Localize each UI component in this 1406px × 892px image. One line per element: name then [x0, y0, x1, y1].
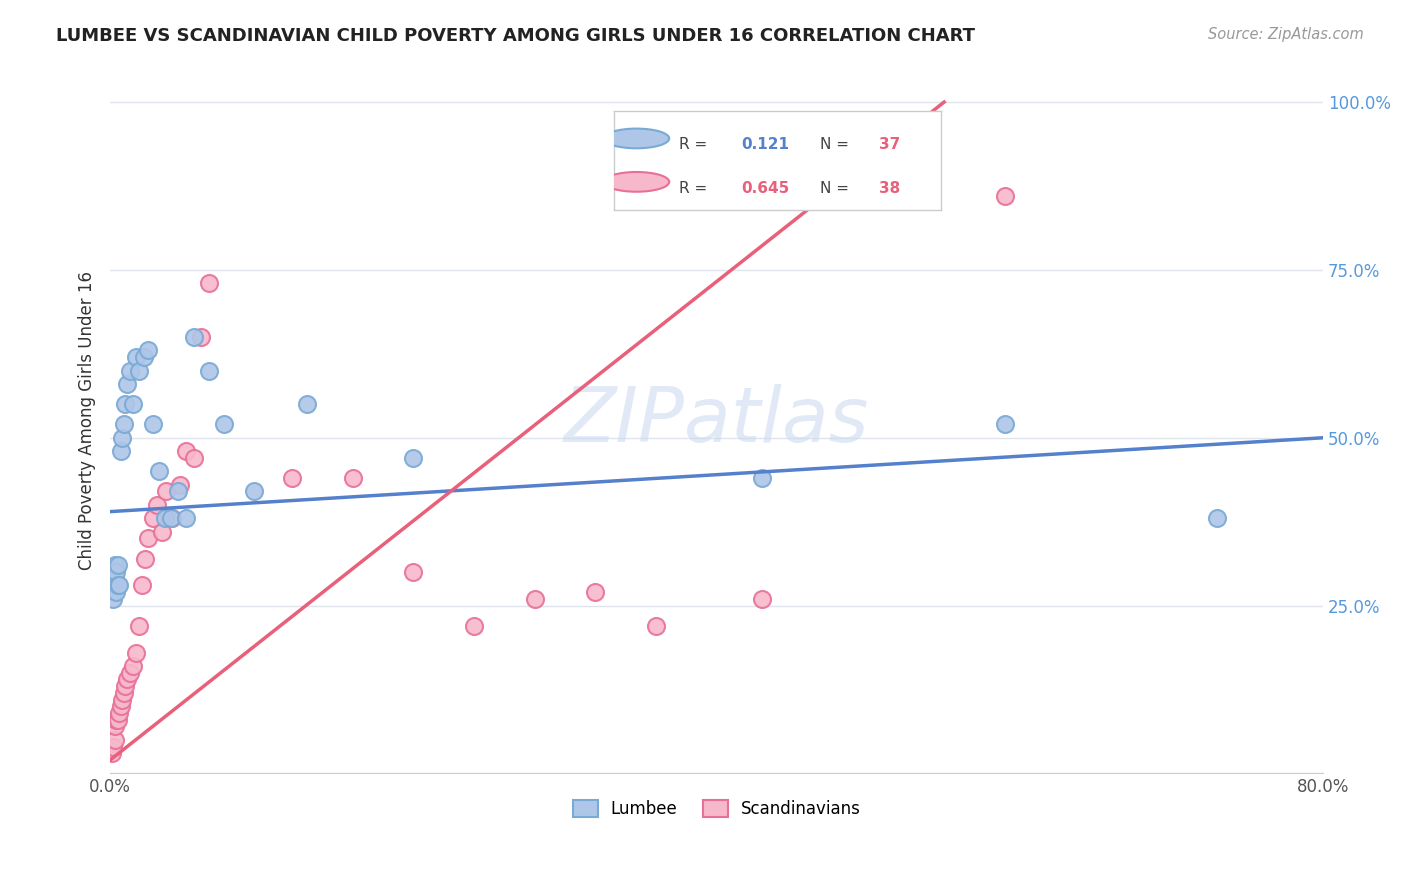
Lumbee — [153, 511, 176, 525]
Scandinavians — [136, 532, 159, 546]
Scandinavians — [122, 659, 145, 673]
Scandinavians — [645, 618, 668, 632]
Scandinavians — [105, 713, 128, 727]
Scandinavians — [125, 646, 148, 660]
Scandinavians — [114, 679, 136, 693]
Lumbee — [1327, 686, 1350, 700]
Scandinavians — [107, 713, 129, 727]
Scandinavians — [402, 565, 425, 579]
Lumbee — [118, 363, 141, 377]
Scandinavians — [104, 719, 127, 733]
Lumbee — [125, 350, 148, 364]
Scandinavians — [281, 471, 304, 485]
Lumbee — [108, 578, 131, 592]
Scandinavians — [583, 585, 606, 599]
Lumbee — [112, 417, 135, 432]
Scandinavians — [118, 665, 141, 680]
Scandinavians — [128, 618, 150, 632]
Lumbee — [104, 558, 127, 573]
Lumbee — [183, 330, 205, 344]
Y-axis label: Child Poverty Among Girls Under 16: Child Poverty Among Girls Under 16 — [79, 271, 96, 571]
Lumbee — [243, 484, 266, 499]
Scandinavians — [142, 511, 165, 525]
Lumbee — [128, 363, 150, 377]
Lumbee — [142, 417, 165, 432]
Lumbee — [297, 397, 319, 411]
Lumbee — [100, 578, 122, 592]
Lumbee — [104, 572, 127, 586]
Lumbee — [159, 511, 181, 525]
Lumbee — [110, 444, 132, 458]
Scandinavians — [190, 330, 212, 344]
Lumbee — [994, 417, 1017, 432]
Lumbee — [136, 343, 159, 358]
Text: Source: ZipAtlas.com: Source: ZipAtlas.com — [1208, 27, 1364, 42]
Scandinavians — [150, 524, 173, 539]
Lumbee — [105, 565, 128, 579]
Scandinavians — [174, 444, 197, 458]
Lumbee — [1206, 511, 1229, 525]
Legend: Lumbee, Scandinavians: Lumbee, Scandinavians — [565, 794, 868, 825]
Scandinavians — [342, 471, 364, 485]
Text: ZIPatlas: ZIPatlas — [564, 384, 869, 458]
Scandinavians — [155, 484, 177, 499]
Scandinavians — [994, 189, 1017, 203]
Lumbee — [103, 591, 125, 606]
Lumbee — [107, 558, 129, 573]
Lumbee — [105, 585, 128, 599]
Lumbee — [103, 565, 125, 579]
Lumbee — [402, 450, 425, 465]
Scandinavians — [115, 673, 138, 687]
Lumbee — [174, 511, 197, 525]
Scandinavians — [523, 591, 546, 606]
Lumbee — [107, 578, 129, 592]
Scandinavians — [111, 692, 134, 706]
Lumbee — [148, 464, 170, 478]
Scandinavians — [183, 450, 205, 465]
Lumbee — [167, 484, 190, 499]
Scandinavians — [197, 277, 219, 291]
Scandinavians — [110, 699, 132, 714]
Text: LUMBEE VS SCANDINAVIAN CHILD POVERTY AMONG GIRLS UNDER 16 CORRELATION CHART: LUMBEE VS SCANDINAVIAN CHILD POVERTY AMO… — [56, 27, 976, 45]
Scandinavians — [104, 732, 127, 747]
Scandinavians — [103, 739, 125, 754]
Scandinavians — [100, 746, 122, 760]
Lumbee — [122, 397, 145, 411]
Lumbee — [115, 377, 138, 392]
Scandinavians — [463, 618, 485, 632]
Scandinavians — [162, 511, 184, 525]
Lumbee — [114, 397, 136, 411]
Lumbee — [132, 350, 155, 364]
Lumbee — [751, 471, 773, 485]
Scandinavians — [146, 498, 169, 512]
Scandinavians — [751, 591, 773, 606]
Lumbee — [111, 431, 134, 445]
Scandinavians — [169, 477, 191, 491]
Scandinavians — [108, 706, 131, 720]
Lumbee — [197, 363, 219, 377]
Lumbee — [212, 417, 235, 432]
Scandinavians — [131, 578, 153, 592]
Scandinavians — [112, 686, 135, 700]
Scandinavians — [134, 551, 156, 566]
